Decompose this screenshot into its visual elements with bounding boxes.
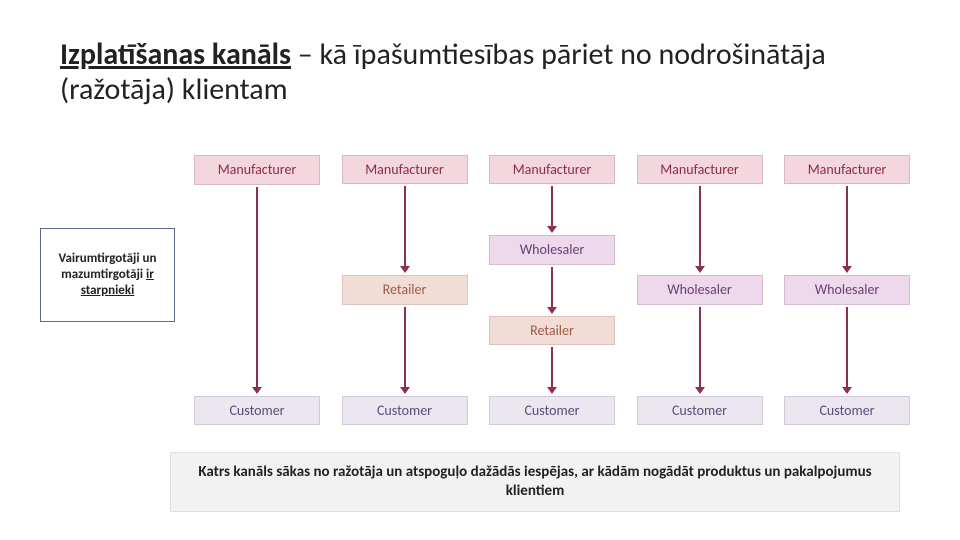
node-wholesaler: Wholesaler <box>784 275 910 304</box>
arrow-down-icon <box>400 186 410 273</box>
arrow-down-icon <box>842 186 852 273</box>
title-bold: Izplatīšanas kanāls <box>60 36 291 73</box>
node-manufacturer: Manufacturer <box>489 155 615 184</box>
node-customer: Customer <box>784 396 910 425</box>
node-retailer: Retailer <box>342 275 468 304</box>
side-note-line1: Vairumtirgotāji un mazumtirgotāji <box>59 251 157 282</box>
node-manufacturer: Manufacturer <box>342 155 468 184</box>
arrow-down-icon <box>842 307 852 394</box>
arrow-down-icon <box>252 187 262 394</box>
channel-column-0: Manufacturer Customer <box>192 155 322 425</box>
channel-column-4: Manufacturer Wholesaler Customer <box>782 155 912 425</box>
node-manufacturer: Manufacturer <box>637 155 763 184</box>
caption-text: Katrs kanāls sākas no ražotāja un atspog… <box>198 463 871 500</box>
node-retailer: Retailer <box>489 316 615 345</box>
arrow-down-icon <box>695 307 705 394</box>
arrow-down-icon <box>547 267 557 314</box>
node-manufacturer: Manufacturer <box>784 155 910 184</box>
node-manufacturer: Manufacturer <box>194 155 320 185</box>
slide-title: Izplatīšanas kanāls – kā īpašumtiesības … <box>60 38 880 107</box>
arrow-down-icon <box>547 186 557 233</box>
distribution-channels-diagram: Manufacturer Customer Manufacturer Retailer… <box>192 155 912 425</box>
side-note-underline1: ir <box>146 267 154 282</box>
channel-column-1: Manufacturer Retailer Customer <box>340 155 470 425</box>
node-wholesaler: Wholesaler <box>637 275 763 304</box>
channel-column-2: Manufacturer Wholesaler Retailer Customer <box>487 155 617 425</box>
node-customer: Customer <box>489 396 615 425</box>
node-customer: Customer <box>194 396 320 426</box>
side-note-line2: starpnieki <box>81 283 135 298</box>
arrow-down-icon <box>547 347 557 394</box>
arrow-down-icon <box>695 186 705 273</box>
node-customer: Customer <box>637 396 763 425</box>
side-note-box: Vairumtirgotāji un mazumtirgotāji ir sta… <box>40 228 175 322</box>
node-wholesaler: Wholesaler <box>489 235 615 264</box>
arrow-down-icon <box>400 307 410 394</box>
node-customer: Customer <box>342 396 468 425</box>
channel-column-3: Manufacturer Wholesaler Customer <box>635 155 765 425</box>
side-note-text: Vairumtirgotāji un mazumtirgotāji ir sta… <box>41 247 174 304</box>
caption-box: Katrs kanāls sākas no ražotāja un atspog… <box>170 452 900 512</box>
